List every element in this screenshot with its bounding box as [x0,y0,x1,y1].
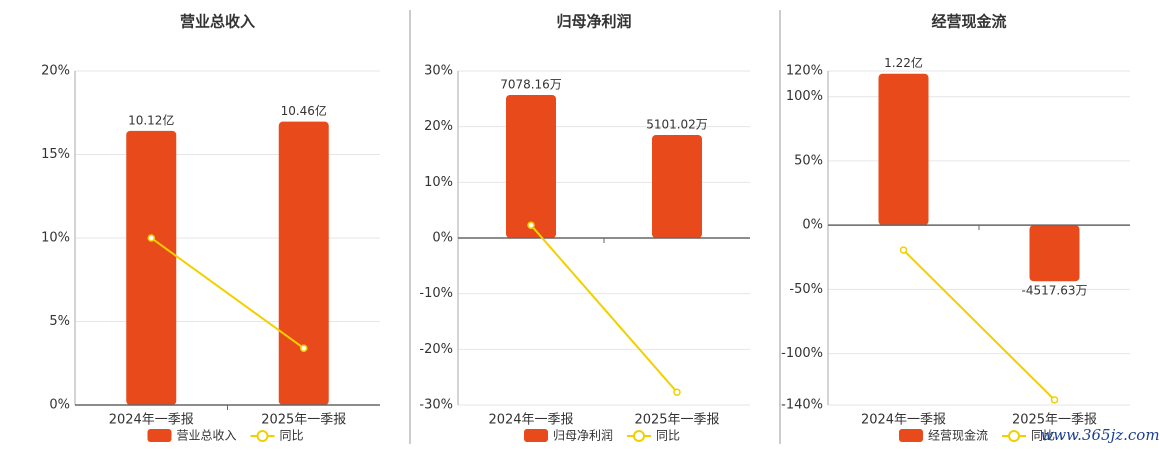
y-tick-label: -30% [419,398,453,413]
bar [506,94,556,238]
data-label: -4517.63万 [1022,284,1088,298]
line [150,237,305,350]
y-tick-label: 100% [786,89,823,104]
bar [278,121,329,406]
legend-swatch [633,430,646,442]
y-tick-label: 5% [49,314,70,329]
x-tick-label: 2025年一季报 [261,413,346,428]
y-tick-label: 0% [49,398,70,413]
y-tick-label: -100% [781,346,823,361]
point [1050,396,1059,404]
line [902,249,1056,401]
point [147,234,155,242]
watermark: www.365jz.com [1040,426,1159,444]
legend-label: 营业总收入 [177,429,237,443]
line [530,224,678,393]
x-tick-label: 2024年一季报 [109,413,194,428]
data-label: 7078.16万 [500,77,562,91]
x-tick-label: 2024年一季报 [861,413,946,428]
chart-title: 营业总收入 [180,13,255,31]
x-tick-label: 2024年一季报 [488,413,573,428]
legend-swatch [147,429,172,442]
legend-swatch [1008,430,1021,442]
bar [878,73,929,226]
legend-label: 同比 [1031,429,1055,443]
y-tick-label: -140% [781,398,823,413]
point [527,221,535,229]
data-label: 1.22亿 [884,55,923,70]
y-tick-label: 0% [432,231,453,246]
bar [126,130,177,406]
y-tick-label: -10% [419,286,453,301]
point [673,388,681,396]
legend-swatch [256,430,269,442]
bar [1029,225,1080,282]
data-label: 10.12亿 [128,112,174,127]
data-label: 5101.02万 [646,117,708,131]
y-tick-label: 0% [802,218,823,233]
legend-label: 同比 [656,429,680,443]
y-tick-label: 20% [41,64,70,79]
bar [652,134,702,238]
legend-swatch [899,429,923,442]
legend-label: 同比 [280,429,304,443]
x-tick-label: 2025年一季报 [1012,413,1097,428]
y-tick-label: 10% [41,231,70,246]
data-label: 10.46亿 [281,103,327,118]
y-tick-label: 15% [41,147,70,162]
y-tick-label: -50% [789,282,823,297]
y-tick-label: 10% [424,175,453,190]
chart-title: 归母净利润 [556,13,631,31]
y-tick-label: 50% [794,153,823,168]
point [300,344,308,352]
legend-swatch [524,429,548,442]
x-tick-label: 2025年一季报 [634,413,719,428]
legend-label: 经营现金流 [928,428,988,443]
chart-title: 经营现金流 [931,13,1006,31]
legend-label: 归母净利润 [553,429,613,443]
y-tick-label: -20% [419,342,453,357]
y-tick-label: 120% [786,64,823,79]
y-tick-label: 30% [424,64,453,79]
y-tick-label: 20% [424,119,453,134]
point [899,246,908,254]
